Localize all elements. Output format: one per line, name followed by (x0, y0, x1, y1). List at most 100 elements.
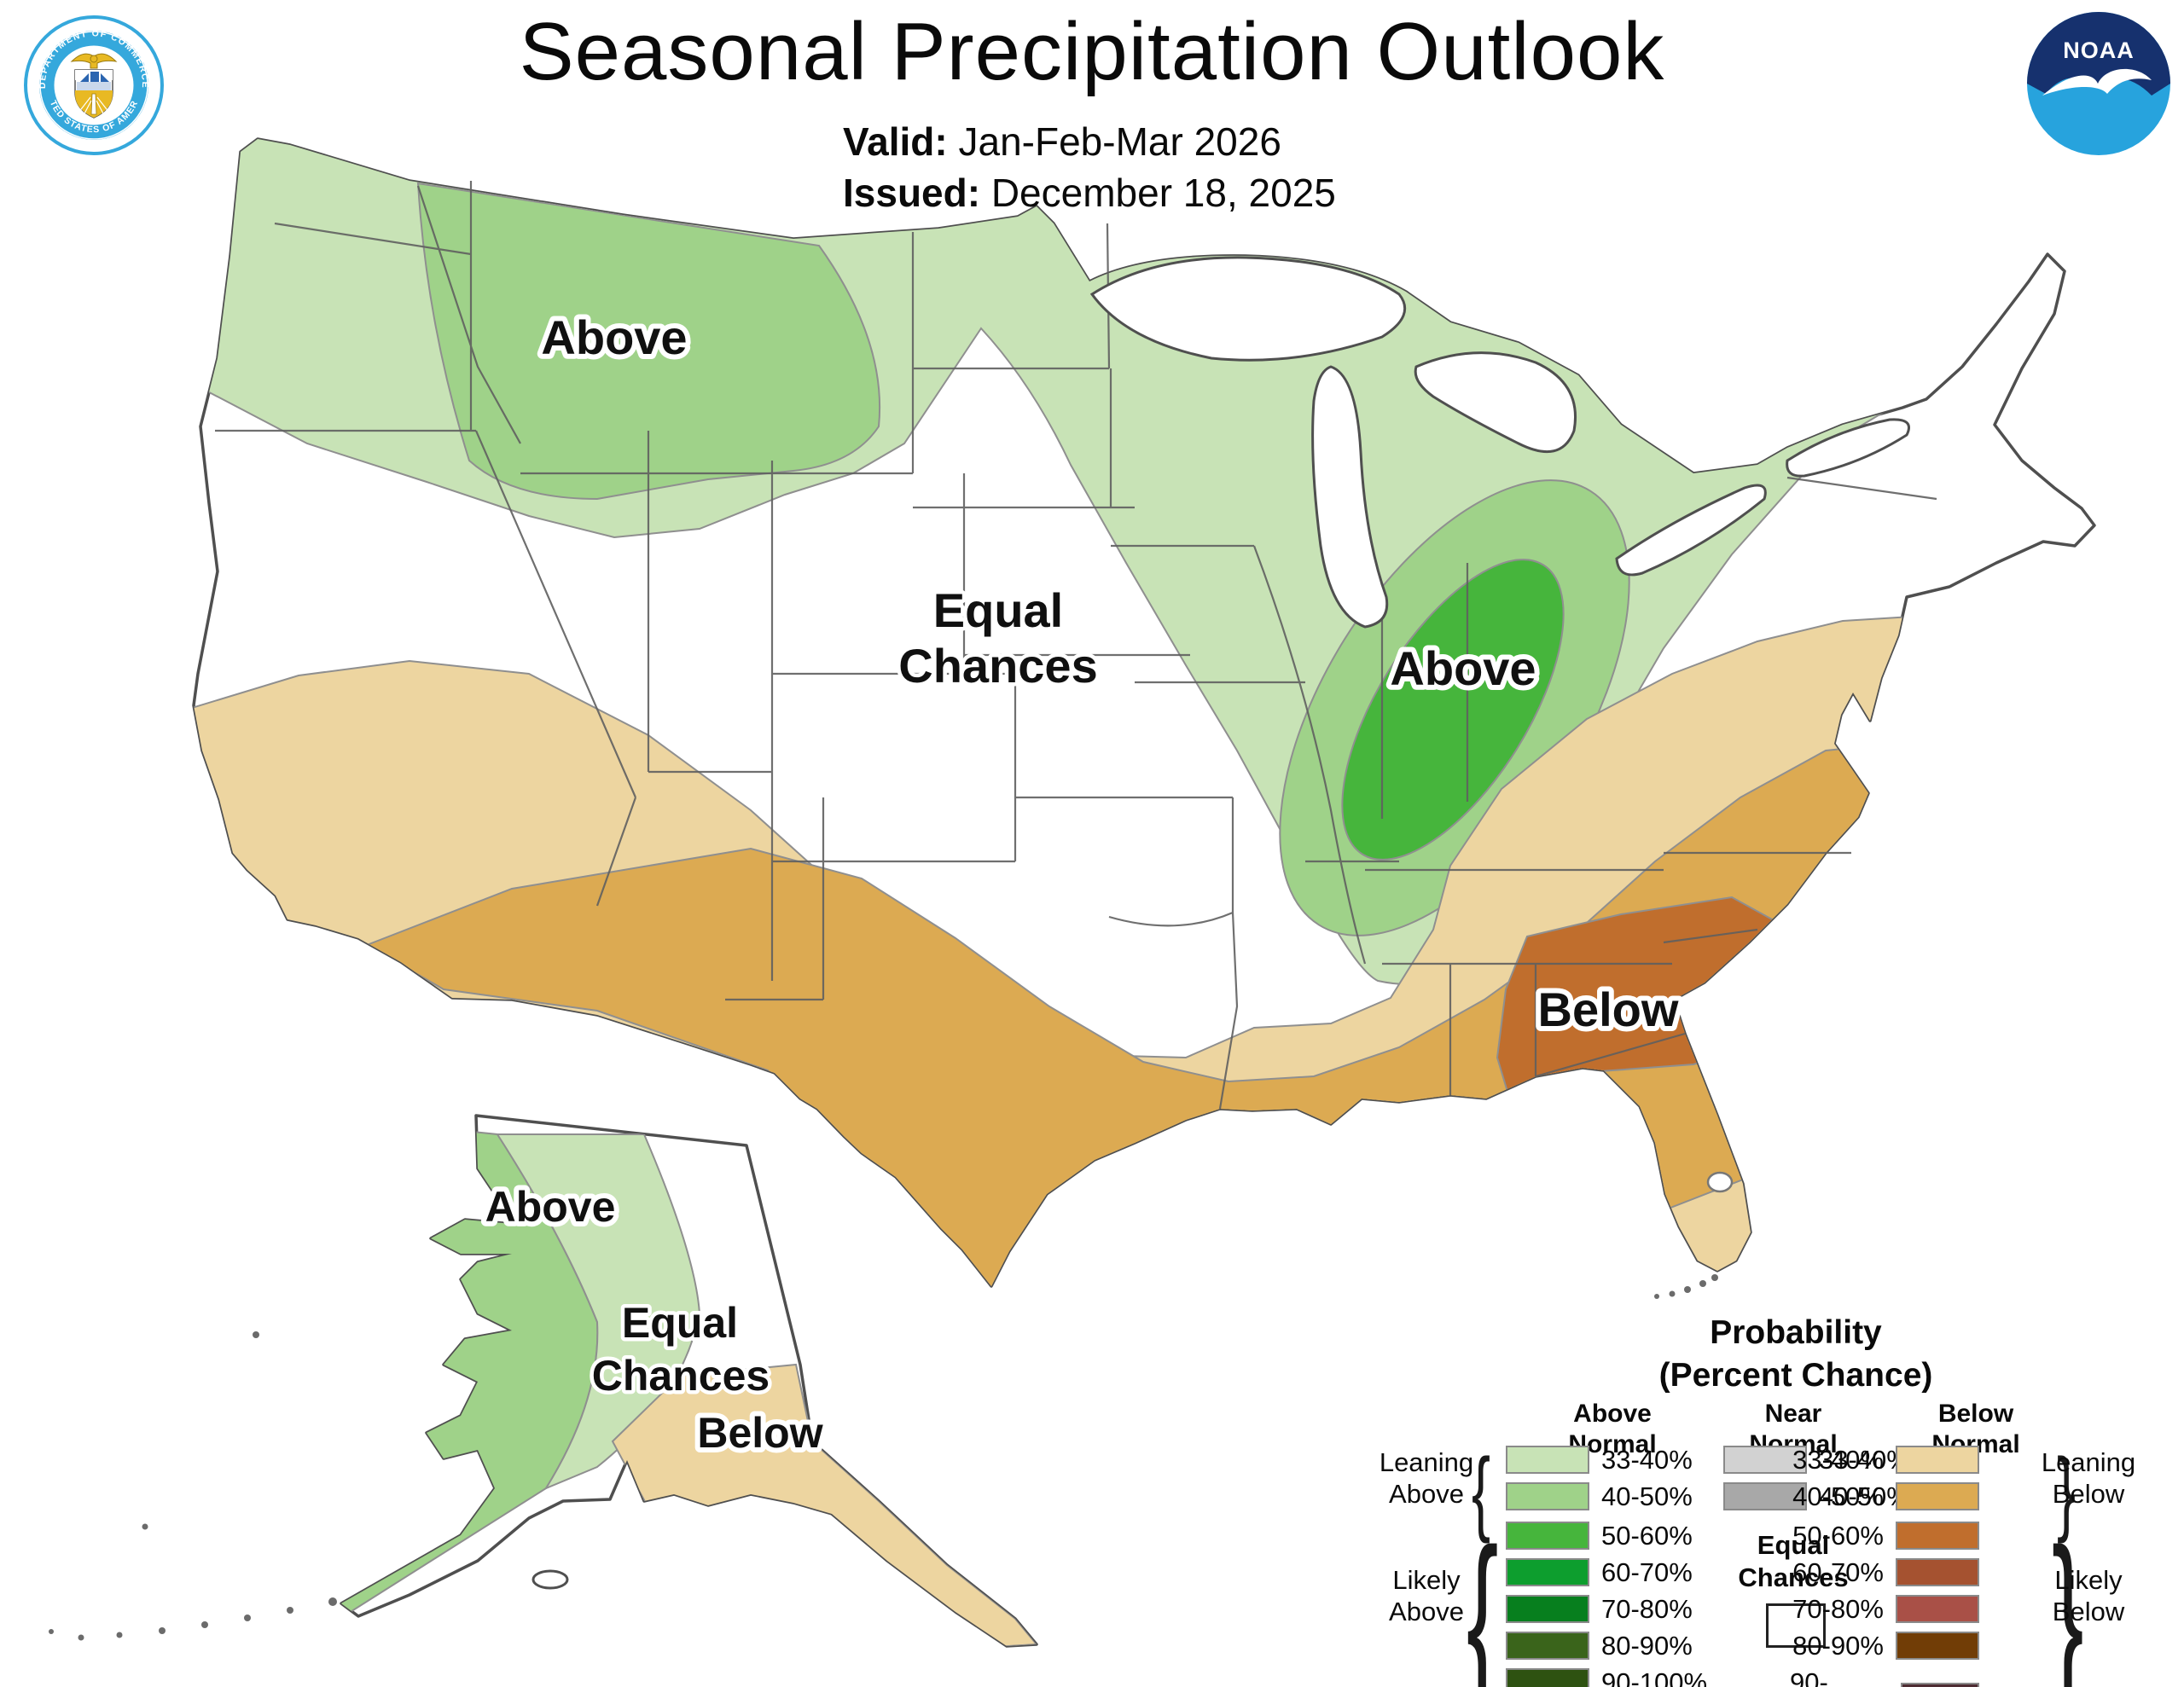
label-ak-below: Below (697, 1409, 822, 1457)
pct-above-90-100: 90-100% (1601, 1667, 1708, 1687)
label-ak-equal-1: Equal (622, 1299, 738, 1347)
likely-below-line2: Below (2052, 1597, 2125, 1626)
lake-okeechobee (1706, 1171, 1734, 1193)
lake-superior (1089, 256, 1407, 362)
label-central-equal-1: Equal (933, 583, 1063, 637)
pct-above-50-60: 50-60% (1601, 1521, 1693, 1551)
pct-below-70-80: 70-80% (1792, 1594, 1884, 1624)
swatch-below-40-50 (1896, 1482, 1979, 1510)
leaning-below-label: Leaning Below (2029, 1446, 2148, 1510)
swatch-below-60-70 (1896, 1558, 1979, 1586)
pct-near-40-50: 40-50% (1819, 1481, 1910, 1511)
legend-near-header: Near Normal (1682, 1399, 1904, 1460)
pct-below-90-100: 90-100% (1790, 1667, 1828, 1687)
issued-line: Issued: December 18, 2025 (843, 167, 1336, 218)
label-nw-above: Above (541, 310, 687, 364)
seal-shield-icon (74, 69, 113, 119)
legend-row-near-40-50: 40-50% (1723, 1482, 1910, 1510)
leaning-above-label: Leaning Above (1367, 1446, 1486, 1510)
label-ak-above: Above (485, 1183, 616, 1231)
issued-value: December 18, 2025 (990, 171, 1336, 215)
swatch-above-80-90 (1506, 1632, 1589, 1660)
leaning-below-line2: Below (2052, 1479, 2125, 1509)
legend-row-near-33-40: 33-40% (1723, 1446, 1910, 1474)
brace-likely-below-icon: } (2051, 1506, 2084, 1687)
near-header-line1: Near (1764, 1400, 1822, 1428)
swatch-near-40-50 (1723, 1482, 1807, 1510)
pct-above-80-90: 80-90% (1601, 1631, 1693, 1661)
legend-row-below-40-50: 40-50% (1790, 1482, 1979, 1510)
swatch-near-33-40 (1723, 1446, 1807, 1474)
legend-equal-chances-label: Equal Chances (1708, 1529, 1879, 1594)
label-ohio-above: Above (1390, 641, 1536, 695)
likely-above-label: Likely Above (1367, 1564, 1486, 1627)
label-central-equal-2: Chances (898, 639, 1097, 693)
department-of-commerce-seal: DEPARTMENT OF COMMERCE UNITED STATES OF … (24, 15, 164, 155)
pct-above-40-50: 40-50% (1601, 1481, 1693, 1511)
legend-row-above-60-70: 60-70% (1506, 1558, 1693, 1586)
swatch-above-50-60 (1506, 1522, 1589, 1550)
legend-title: Probability (Percent Chance) (1382, 1312, 2184, 1397)
region-southeast-below-50-60 (1496, 896, 1810, 1102)
leaning-above-line2: Above (1389, 1479, 1464, 1509)
legend-row-above-90-100: 90-100% (1506, 1668, 1707, 1687)
seal-eagle-icon (70, 53, 118, 69)
leaning-below-line1: Leaning (2041, 1447, 2136, 1477)
legend-row-above-70-80: 70-80% (1506, 1595, 1693, 1623)
swatch-above-33-40 (1506, 1446, 1589, 1474)
equal-line1: Equal (1757, 1530, 1830, 1560)
legend-row-above-33-40: 33-40% (1506, 1446, 1693, 1474)
label-se-below: Below (1538, 983, 1679, 1036)
valid-label: Valid: (843, 119, 948, 164)
legend-row-above-80-90: 80-90% (1506, 1632, 1693, 1660)
page-title: Seasonal Precipitation Outlook (519, 6, 1665, 97)
brace-leaning-above-icon: { (1472, 1439, 1491, 1545)
legend-row-below-60-70: 60-70% (1790, 1558, 1979, 1586)
likely-below-label: Likely Below (2029, 1564, 2148, 1627)
legend-title-line1: Probability (1710, 1314, 1882, 1351)
legend-row-below-70-80: 70-80% (1790, 1595, 1979, 1623)
legend-row-below-80-90: 80-90% (1790, 1632, 1979, 1660)
great-lakes (1089, 256, 1910, 629)
pct-below-80-90: 80-90% (1792, 1631, 1884, 1661)
noaa-gull-icon (2042, 68, 2152, 96)
equal-line2: Chances (1738, 1562, 1849, 1592)
noaa-logo-text: NOAA (2063, 38, 2135, 63)
swatch-below-70-80 (1896, 1595, 1979, 1623)
region-ak-below-33-40 (611, 1363, 1037, 1646)
label-ak-equal-2: Chances (592, 1352, 770, 1400)
issue-block: Valid: Jan-Feb-Mar 2026 Issued: December… (843, 116, 1336, 218)
likely-above-line1: Likely (1392, 1565, 1461, 1595)
region-montana-above-40-50 (416, 182, 881, 501)
florida-keys (1654, 1274, 1718, 1299)
pct-below-33-40: 33-40% (1792, 1445, 1884, 1475)
above-header-line1: Above (1573, 1400, 1652, 1428)
lake-erie (1615, 484, 1767, 577)
pct-above-33-40: 33-40% (1601, 1445, 1693, 1475)
swatch-above-60-70 (1506, 1558, 1589, 1586)
noaa-logo: NOAA (2027, 12, 2170, 155)
pct-below-50-60: 50-60% (1792, 1521, 1884, 1551)
pct-near-33-40: 33-40% (1819, 1445, 1910, 1475)
likely-below-line1: Likely (2054, 1565, 2123, 1595)
legend-row-below-33-40: 33-40% (1790, 1446, 1979, 1474)
legend-row-below-50-60: 50-60% (1790, 1522, 1979, 1550)
lake-michigan (1311, 365, 1389, 629)
swatch-above-90-100 (1506, 1668, 1589, 1687)
swatch-below-80-90 (1896, 1632, 1979, 1660)
swatch-below-90-100 (1901, 1682, 1979, 1687)
swatch-below-50-60 (1896, 1522, 1979, 1550)
pct-below-60-70: 60-70% (1792, 1557, 1884, 1587)
legend-row-below-90-100: 90-100% (1790, 1668, 1979, 1687)
issued-label: Issued: (843, 171, 981, 215)
legend-row-above-40-50: 40-50% (1506, 1482, 1693, 1510)
legend-equal-chances-swatch (1766, 1603, 1826, 1648)
swatch-above-40-50 (1506, 1482, 1589, 1510)
pct-below-40-50: 40-50% (1792, 1481, 1884, 1511)
swatch-below-33-40 (1896, 1446, 1979, 1474)
region-ak-above-33-40 (496, 1133, 701, 1491)
region-ohio-above-50-60 (1341, 559, 1565, 861)
lake-ontario (1786, 418, 1910, 478)
